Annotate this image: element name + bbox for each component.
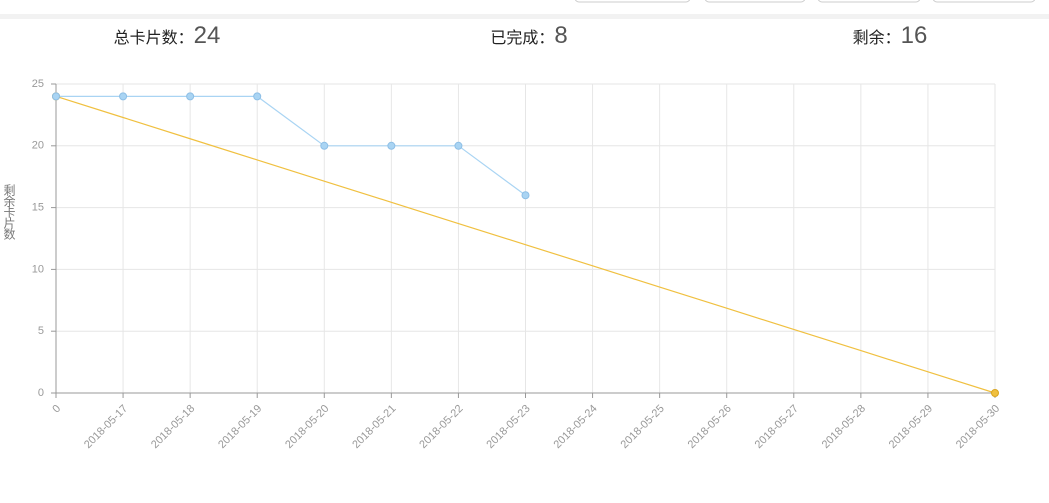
point [387,141,396,150]
stats: 总卡片数：24 已完成：8 剩余：16 [0,22,1049,58]
button[interactable] [704,0,806,3]
x-tick-label: 2018-05-23 [484,403,532,451]
button[interactable] [932,0,1036,3]
x-tick-label: 0 [50,403,63,416]
y-tick-label: 5 [38,325,44,337]
y-tick-label: 0 [38,387,44,399]
stat-value: 8 [554,22,568,49]
y-axis-label: 剩余卡片数 [2,184,16,239]
x-tick-label: 2018-05-26 [686,403,734,451]
stat-label: 已完成： [490,30,555,47]
x-tick-label: 2018-05-30 [954,403,1002,451]
series-line [55,95,996,394]
y-tick-label: 25 [32,78,44,90]
x-tick-label: 2018-05-17 [82,403,130,451]
point [119,92,128,101]
x-tick-label: 2018-05-28 [820,403,868,451]
x-tick-label: 2018-05-21 [350,403,398,451]
stat: 总卡片数：24 [114,22,221,50]
stat-value: 24 [193,22,221,49]
point [320,141,329,150]
stat: 剩余：16 [853,22,928,50]
point [521,191,530,200]
button[interactable] [817,0,921,3]
point [186,92,195,101]
stat-label: 总卡片数： [113,30,194,47]
series-line [56,95,526,196]
stat-value: 16 [900,22,928,49]
point [253,92,262,101]
stat: 已完成：8 [490,22,567,50]
x-tick-label: 2018-05-24 [551,403,599,451]
x-tick-label: 2018-05-19 [216,403,264,451]
y-tick-label: 15 [32,202,44,214]
x-tick-label: 2018-05-20 [283,403,331,451]
stat-label: 剩余： [852,30,901,47]
x-tick-label: 2018-05-18 [149,403,197,451]
point [454,141,463,150]
x-tick-label: 2018-05-22 [417,403,465,451]
point [52,92,60,101]
x-tick-label: 2018-05-29 [887,403,935,451]
point [991,389,999,397]
y-tick-label: 10 [32,263,44,275]
top-bar [0,14,1049,19]
x-tick-label: 2018-05-25 [619,403,667,451]
x-tick-label: 2018-05-27 [753,403,801,451]
button[interactable] [574,0,691,3]
y-tick-label: 20 [32,140,44,152]
